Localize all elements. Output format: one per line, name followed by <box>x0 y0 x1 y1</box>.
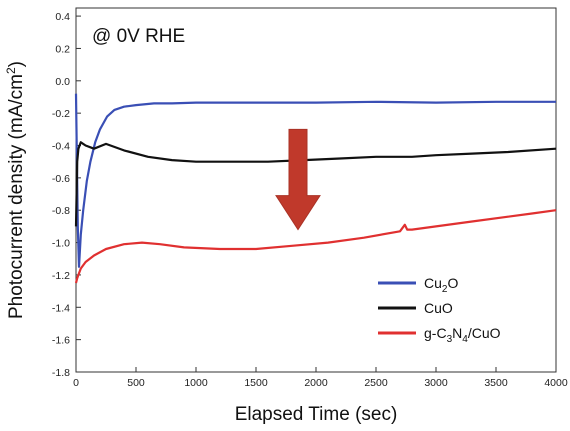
y-tick-label: -1.0 <box>52 238 70 250</box>
y-axis-label: Photocurrent density (mA/cm2) <box>4 61 27 319</box>
legend-subscript: 4 <box>462 334 468 345</box>
y-tick-label: 0.2 <box>55 43 70 55</box>
legend-text-part: CuO <box>424 300 453 316</box>
legend-text-part: /CuO <box>468 325 501 341</box>
series-line-cuo <box>74 141 557 227</box>
condition-annotation: @ 0V RHE <box>92 26 185 47</box>
x-tick-label: 500 <box>127 377 145 389</box>
trend-arrow-shape <box>275 128 321 231</box>
series-line-g-c3n4-cuo <box>74 209 557 284</box>
x-axis-label: Elapsed Time (sec) <box>235 404 398 425</box>
legend-subscript: 2 <box>442 284 448 295</box>
legend-text-part: O <box>447 275 458 291</box>
series-line-cu2o <box>74 93 556 268</box>
y-tick-label: -0.8 <box>52 205 70 217</box>
legend-text-part: N <box>452 325 462 341</box>
y-axis-label-sup: 2 <box>4 67 18 74</box>
axis-ticks: 0 500 1000 1500 2000 2500 3000 3500 4000 0.4 0.2 0.… <box>52 11 568 389</box>
y-axis-label-main: Photocurrent density (mA/cm <box>6 74 27 319</box>
x-tick-label: 3500 <box>484 377 508 389</box>
y-tick-label: -1.2 <box>52 270 70 282</box>
y-tick-label: -1.8 <box>52 367 70 379</box>
y-axis-label-end: ) <box>6 61 27 67</box>
x-tick-label: 0 <box>73 377 79 389</box>
legend-label: CuO <box>424 300 453 316</box>
series-layer <box>74 93 557 284</box>
legend-label: g-C3N4/CuO <box>424 325 501 345</box>
y-tick-label: 0.4 <box>55 11 70 23</box>
x-tick-label: 2500 <box>364 377 388 389</box>
x-tick-label: 2000 <box>304 377 328 389</box>
y-tick-label: -1.4 <box>52 302 70 314</box>
legend-text-part: Cu <box>424 275 442 291</box>
y-tick-label: -0.2 <box>52 108 70 120</box>
trend-arrow <box>275 128 321 231</box>
x-tick-label: 1500 <box>244 377 268 389</box>
plot-frame <box>75 7 557 373</box>
y-tick-label: -0.4 <box>52 141 70 153</box>
x-tick-label: 1000 <box>184 377 208 389</box>
y-tick-label: -1.6 <box>52 335 70 347</box>
legend-text-part: g-C <box>424 325 447 341</box>
legend-label: Cu2O <box>424 275 458 295</box>
y-tick-label: -0.6 <box>52 173 70 185</box>
x-tick-label: 4000 <box>544 377 568 389</box>
x-tick-label: 3000 <box>424 377 448 389</box>
legend-subscript: 3 <box>447 334 453 345</box>
y-tick-label: 0.0 <box>55 76 70 88</box>
